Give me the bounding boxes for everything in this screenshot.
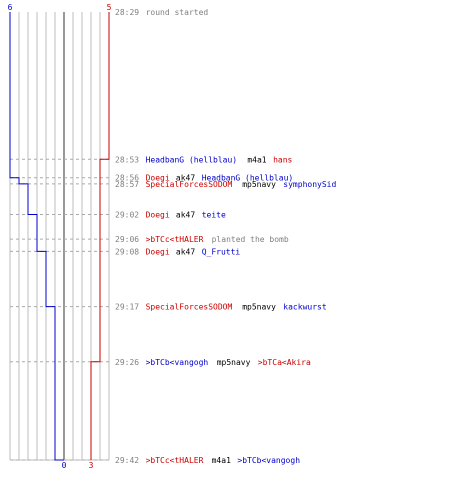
blue-end-label: 0 bbox=[62, 461, 67, 470]
event-text: mp5navy bbox=[212, 358, 255, 367]
event-time: 28:56 bbox=[115, 174, 139, 183]
red-team-line bbox=[90, 12, 110, 460]
event-text: symphonySid bbox=[283, 180, 336, 189]
event-text: SpecialForcesSODOM bbox=[146, 180, 233, 189]
event-text: HeadbanG (hellblau) bbox=[146, 155, 238, 164]
blue-team-line bbox=[9, 12, 64, 461]
grid bbox=[9, 12, 110, 461]
event-time: 28:53 bbox=[115, 155, 139, 164]
event-text: >bTCb<vangogh bbox=[146, 358, 209, 367]
event-text: SpecialForcesSODOM bbox=[146, 303, 233, 312]
event-text: mp5navy bbox=[237, 303, 280, 312]
event-text: ak47 bbox=[171, 211, 200, 220]
event-time: 29:08 bbox=[115, 247, 139, 256]
event-text: m4a1 bbox=[243, 155, 272, 164]
event-text: round started bbox=[146, 8, 209, 17]
event-text: >bTCc<tHALER bbox=[146, 235, 204, 244]
event-text: m4a1 bbox=[207, 456, 236, 465]
event-text: Doegi bbox=[146, 174, 170, 183]
event-text: Doegi bbox=[146, 211, 170, 220]
blue-start-label: 6 bbox=[8, 3, 13, 12]
event-guides bbox=[10, 158, 111, 461]
event-time: 29:42 bbox=[115, 456, 139, 465]
event-text: >bTCa<Akira bbox=[258, 358, 311, 367]
event-text: ak47 bbox=[171, 174, 200, 183]
event-time: 29:02 bbox=[115, 211, 139, 220]
event-time: 28:57 bbox=[115, 180, 139, 189]
event-text: >bTCc<tHALER bbox=[146, 456, 204, 465]
series-lines bbox=[9, 12, 110, 461]
event-text: planted the bomb bbox=[207, 235, 289, 244]
event-log: 28:29 round started 28:53 HeadbanG (hellbla… bbox=[115, 8, 336, 465]
event-text: HeadbanG (hellblau) bbox=[202, 174, 294, 183]
red-start-label: 5 bbox=[107, 3, 112, 12]
event-text: hans bbox=[273, 155, 292, 164]
count-labels: 6 0 5 3 bbox=[8, 3, 112, 470]
event-text: >bTCb<vangogh bbox=[237, 456, 300, 465]
red-end-label: 3 bbox=[89, 461, 94, 470]
event-time: 28:29 bbox=[115, 8, 139, 17]
event-time: 29:06 bbox=[115, 235, 139, 244]
event-time: 29:26 bbox=[115, 358, 139, 367]
event-text: mp5navy bbox=[237, 180, 280, 189]
event-text: teite bbox=[202, 211, 226, 220]
event-text: ak47 bbox=[171, 247, 200, 256]
event-time: 29:17 bbox=[115, 303, 139, 312]
event-text: kackwurst bbox=[283, 303, 327, 312]
event-text: Doegi bbox=[146, 247, 170, 256]
event-text: Q_Frutti bbox=[202, 247, 241, 256]
